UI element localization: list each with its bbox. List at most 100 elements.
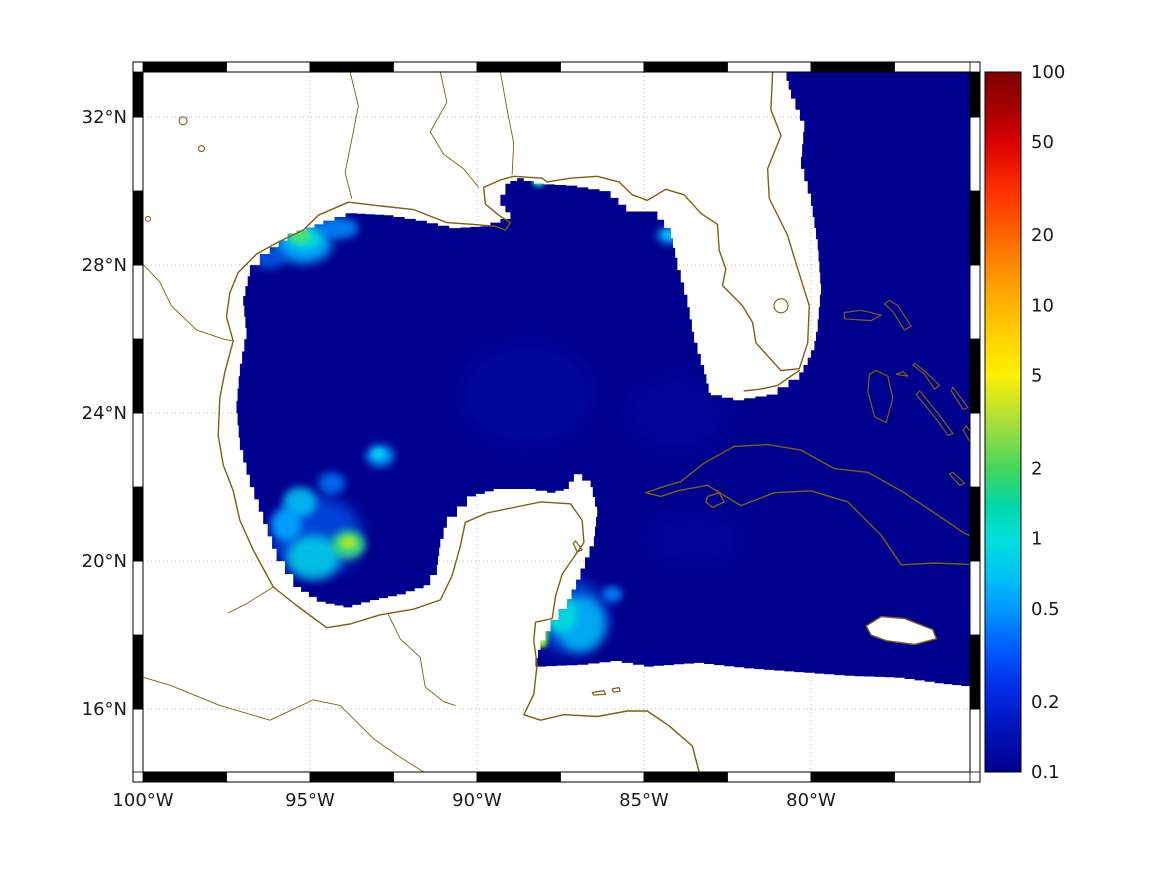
frame-right-segment xyxy=(969,264,981,340)
colorbar-tick-label: 5 xyxy=(1031,366,1042,387)
frame-right-segment xyxy=(969,560,981,636)
frame-bottom-segment xyxy=(727,771,812,783)
value-patch xyxy=(602,586,623,603)
coastline-isle-of-youth xyxy=(705,492,725,509)
frame-bottom-segment xyxy=(226,771,311,783)
frame-bottom-segment xyxy=(643,771,728,783)
frame-right-segment xyxy=(969,116,981,192)
y-tick-label: 32°N xyxy=(82,107,127,128)
coastline-island xyxy=(611,687,621,693)
coastline-island xyxy=(915,390,954,436)
value-patches xyxy=(253,174,741,654)
frame-bottom-segment xyxy=(393,771,478,783)
map-frame xyxy=(132,61,981,783)
coastline-florida-keys xyxy=(743,369,800,392)
plot-border xyxy=(142,71,971,773)
x-tick-label: 85°W xyxy=(619,790,669,811)
y-tick-label: 24°N xyxy=(82,403,127,424)
frame-outer-border xyxy=(132,61,981,783)
value-patch xyxy=(627,376,728,451)
coastline-island xyxy=(591,690,607,696)
frame-bottom-segment xyxy=(142,771,227,783)
frame-top-segment xyxy=(226,61,311,73)
coastline-island xyxy=(962,425,970,444)
frame-bottom-segment xyxy=(894,771,971,783)
river xyxy=(499,72,515,175)
frame-bottom-segment xyxy=(309,771,394,783)
value-patch xyxy=(340,536,357,549)
value-patch xyxy=(315,217,359,240)
colorbar: 100 50 20 10 5 2 1 0.5 0.2 0.1 xyxy=(984,62,1065,783)
frame-left-segment xyxy=(132,634,144,710)
colorbar-tick-label: 0.5 xyxy=(1031,599,1060,620)
coastline-island xyxy=(883,299,912,331)
coastline-cuba xyxy=(645,443,970,566)
frame-right-segment xyxy=(969,486,981,562)
coastline-island xyxy=(572,540,583,553)
data-layer xyxy=(236,72,970,687)
coastline-island xyxy=(912,362,941,390)
frame-top-segment xyxy=(393,61,478,73)
frame-bottom-segment xyxy=(560,771,645,783)
colorbar-bar xyxy=(984,71,1022,773)
colorbar-tick-label: 100 xyxy=(1031,62,1065,83)
frame-left-segment xyxy=(132,560,144,636)
frame-right-segment xyxy=(969,71,981,118)
lake xyxy=(178,116,188,126)
y-tick-label: 20°N xyxy=(82,551,127,572)
frame-left-segment xyxy=(132,190,144,266)
x-tick-label: 90°W xyxy=(452,790,502,811)
x-tick-label: 95°W xyxy=(285,790,335,811)
coastline-mainland xyxy=(217,72,810,772)
coastline-island xyxy=(950,386,969,410)
river xyxy=(429,72,480,188)
y-tick-label: 28°N xyxy=(82,255,127,276)
frame-top-segment xyxy=(643,61,728,73)
frame-top-segment xyxy=(476,61,561,73)
colorbar-tick-label: 0.2 xyxy=(1031,692,1060,713)
ocean-data-region xyxy=(236,72,970,687)
colorbar-tick-label: 50 xyxy=(1031,132,1054,153)
frame-right-segment xyxy=(969,412,981,488)
frame-right-segment xyxy=(969,708,981,773)
frame-bottom-segment xyxy=(810,771,895,783)
frame-top-segment xyxy=(810,61,895,73)
colorbar-tick-label: 0.1 xyxy=(1031,762,1060,783)
coastline-island xyxy=(895,371,909,377)
frame-left-segment xyxy=(132,116,144,192)
frame-top-segment xyxy=(727,61,812,73)
frame-top-segment xyxy=(560,61,645,73)
frame-left-segment xyxy=(132,708,144,773)
colorbar-tick-label: 10 xyxy=(1031,295,1054,316)
river xyxy=(227,586,274,614)
river xyxy=(388,614,456,706)
axis-labels: 100°W 95°W 90°W 85°W 80°W 32°N 28°N 24°N 20°N 16°… xyxy=(82,107,836,811)
frame-left-segment xyxy=(132,264,144,340)
lake xyxy=(144,215,152,222)
coastline-island xyxy=(843,309,882,322)
lake xyxy=(773,298,789,314)
value-patch xyxy=(647,513,741,565)
frame-right-segment xyxy=(969,634,981,710)
frame-left-segment xyxy=(132,412,144,488)
coastline-island xyxy=(949,471,966,486)
colorbar-tick-label: 20 xyxy=(1031,225,1054,246)
value-patch xyxy=(371,448,386,459)
river xyxy=(143,263,234,342)
colorbar-tick-label: 2 xyxy=(1031,458,1042,479)
river xyxy=(344,72,359,199)
frame-bottom-segment xyxy=(476,771,561,783)
value-patch xyxy=(271,507,302,541)
x-tick-label: 100°W xyxy=(112,790,173,811)
value-patch xyxy=(318,472,346,495)
value-patch xyxy=(286,535,340,580)
frame-left-segment xyxy=(132,338,144,414)
frame-top-segment xyxy=(142,61,227,73)
x-tick-label: 80°W xyxy=(786,790,836,811)
frame-left-segment xyxy=(132,71,144,118)
coastline-jamaica xyxy=(865,615,937,646)
value-patch xyxy=(460,342,594,447)
lake xyxy=(197,145,206,153)
